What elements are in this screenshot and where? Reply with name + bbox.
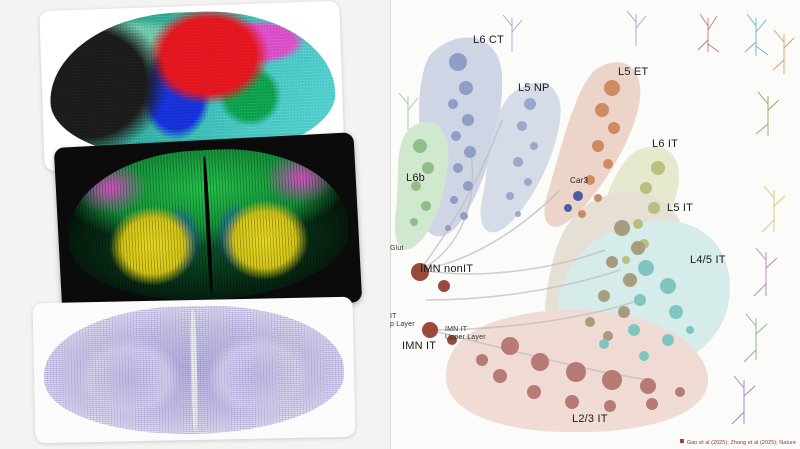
brain-image-fluorescence <box>64 142 352 308</box>
cluster-label-l45-it: L4/5 IT <box>690 254 726 266</box>
credit-marker-icon <box>679 439 684 443</box>
cluster-label-imn-nonit: IMN nonIT <box>420 263 474 275</box>
brain-plate-fluorescence <box>53 132 363 318</box>
cluster-label-l5-it: L5 IT <box>667 202 694 214</box>
cluster-label-car3: Car3 <box>570 176 589 185</box>
brain-plate-nissl <box>32 296 356 444</box>
midline-divider-nissl <box>189 308 199 432</box>
cluster-label-it-deep-layer: IT p Layer <box>390 313 415 328</box>
cluster-label-imn-it-upper-layer: IMN IT Upper Layer <box>445 326 486 341</box>
midline-divider <box>202 155 214 295</box>
credit-text: Gao et al (2025); Zhang et al (2025); Na… <box>686 440 796 446</box>
cluster-label-imn-it: IMN IT <box>402 340 437 352</box>
cluster-label-l5-np: L5 NP <box>518 82 550 94</box>
cluster-label-l6b: L6b <box>406 172 425 184</box>
cluster-label-l6-ct: L6 CT <box>473 34 504 46</box>
brain-section-photographs <box>0 0 390 449</box>
panel-divider <box>390 0 391 449</box>
figure-credit: Gao et al (2025); Zhang et al (2025); Na… <box>679 439 796 446</box>
cluster-label-l23-it: L2/3 IT <box>572 413 608 425</box>
constellation-umap <box>394 10 795 433</box>
brain-image-nissl <box>42 302 346 438</box>
constellation-plot-panel: L6 CT L5 NP L5 ET L6 IT L5 IT L4/5 IT L2… <box>390 0 800 449</box>
cluster-label-l5-et: L5 ET <box>618 66 649 78</box>
cluster-label-l6-it: L6 IT <box>652 138 679 150</box>
cluster-label-glut: Glut <box>390 245 404 252</box>
